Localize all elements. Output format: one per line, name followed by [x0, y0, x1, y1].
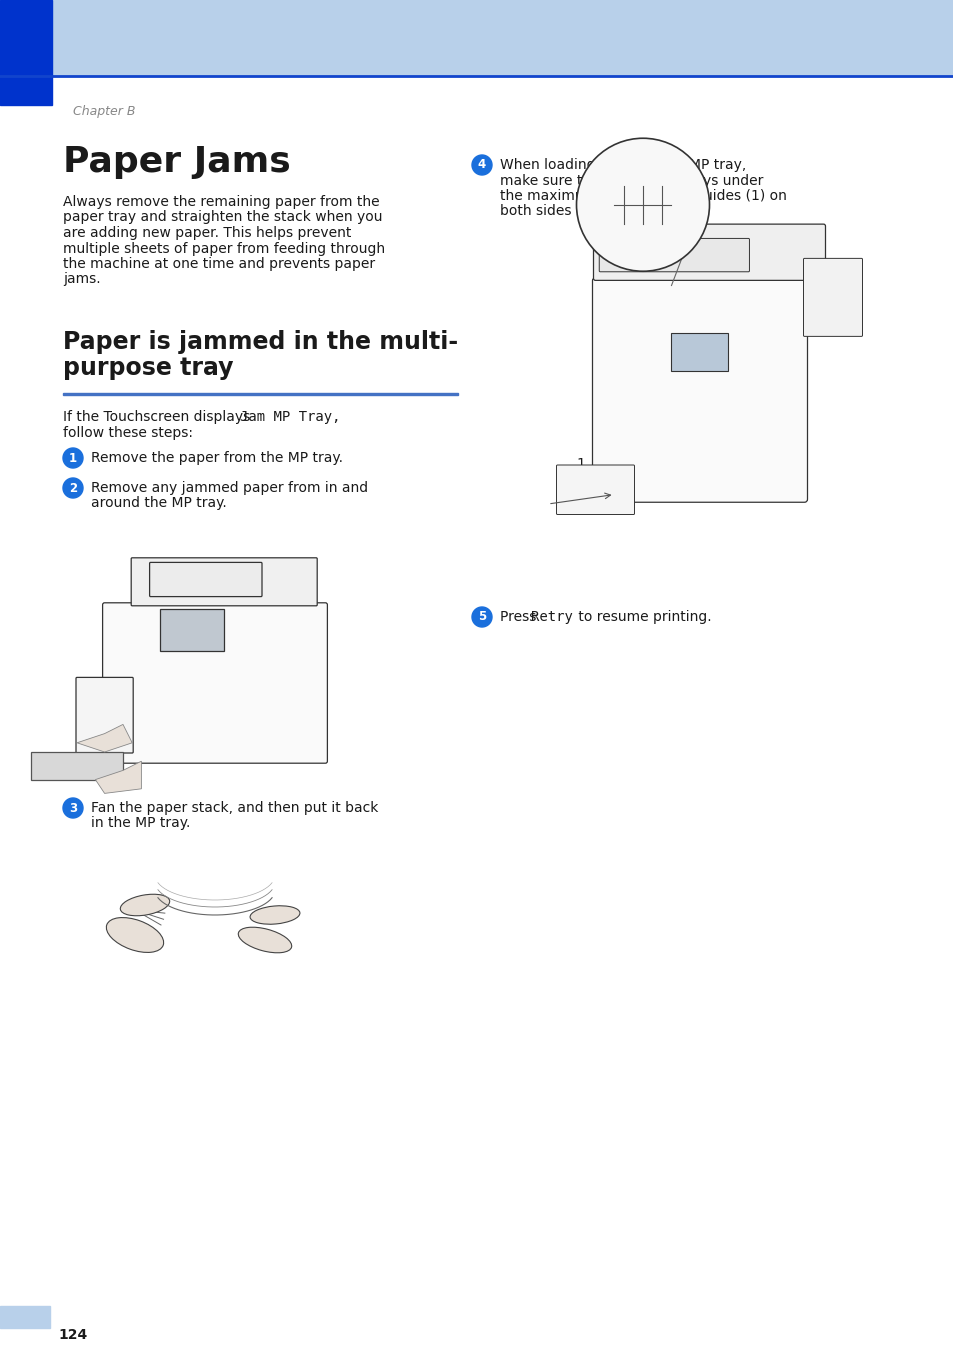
Text: to resume printing.: to resume printing. — [574, 611, 711, 624]
Text: Always remove the remaining paper from the: Always remove the remaining paper from t… — [63, 195, 379, 209]
Ellipse shape — [120, 894, 170, 915]
Text: both sides of the tray.: both sides of the tray. — [499, 205, 651, 218]
FancyBboxPatch shape — [556, 465, 634, 515]
Text: around the MP tray.: around the MP tray. — [91, 496, 227, 511]
Bar — [63, 394, 457, 395]
FancyBboxPatch shape — [592, 278, 806, 503]
Text: Remove the paper from the MP tray.: Remove the paper from the MP tray. — [91, 452, 343, 465]
Text: purpose tray: purpose tray — [63, 356, 233, 380]
FancyBboxPatch shape — [598, 239, 749, 272]
FancyBboxPatch shape — [132, 558, 316, 605]
Bar — [0, 0, 953, 75]
Polygon shape — [95, 762, 141, 794]
Bar — [160, 609, 224, 651]
Text: Press: Press — [499, 611, 540, 624]
Text: the maximum paper height guides (1) on: the maximum paper height guides (1) on — [499, 189, 786, 204]
Circle shape — [472, 155, 492, 175]
Text: 4: 4 — [477, 159, 486, 171]
Bar — [0, 0, 52, 105]
Text: make sure that the paper stays under: make sure that the paper stays under — [499, 174, 762, 187]
Text: in the MP tray.: in the MP tray. — [91, 817, 191, 830]
FancyBboxPatch shape — [593, 224, 824, 280]
Circle shape — [576, 139, 709, 271]
Text: 124: 124 — [58, 1328, 87, 1343]
Bar — [671, 333, 728, 371]
Circle shape — [63, 448, 83, 468]
Text: Chapter B: Chapter B — [73, 105, 135, 119]
Text: 3: 3 — [69, 802, 77, 814]
Text: 1: 1 — [576, 457, 585, 470]
Circle shape — [63, 479, 83, 497]
Text: Jam MP Tray,: Jam MP Tray, — [240, 410, 340, 425]
Ellipse shape — [238, 927, 292, 953]
Text: Fan the paper stack, and then put it back: Fan the paper stack, and then put it bac… — [91, 801, 378, 816]
Ellipse shape — [106, 918, 164, 953]
Text: Paper is jammed in the multi-: Paper is jammed in the multi- — [63, 330, 457, 355]
Circle shape — [472, 607, 492, 627]
Bar — [0, 1306, 50, 1328]
Text: 2: 2 — [69, 481, 77, 495]
Polygon shape — [77, 724, 132, 752]
FancyBboxPatch shape — [76, 678, 133, 754]
Text: 1: 1 — [69, 452, 77, 465]
Text: Remove any jammed paper from in and: Remove any jammed paper from in and — [91, 481, 368, 495]
FancyBboxPatch shape — [103, 603, 327, 763]
Text: follow these steps:: follow these steps: — [63, 426, 193, 439]
Text: Retry: Retry — [531, 611, 572, 624]
Text: When loading paper in the MP tray,: When loading paper in the MP tray, — [499, 158, 745, 173]
Circle shape — [63, 798, 83, 818]
FancyBboxPatch shape — [802, 259, 862, 337]
Text: If the Touchscreen displays: If the Touchscreen displays — [63, 410, 254, 425]
Text: paper tray and straighten the stack when you: paper tray and straighten the stack when… — [63, 210, 382, 225]
Ellipse shape — [250, 906, 299, 925]
Text: multiple sheets of paper from feeding through: multiple sheets of paper from feeding th… — [63, 241, 385, 256]
Text: jams.: jams. — [63, 272, 100, 287]
Text: are adding new paper. This helps prevent: are adding new paper. This helps prevent — [63, 226, 351, 240]
Text: the machine at one time and prevents paper: the machine at one time and prevents pap… — [63, 257, 375, 271]
FancyBboxPatch shape — [150, 562, 262, 597]
Text: 5: 5 — [477, 611, 486, 624]
Text: Paper Jams: Paper Jams — [63, 146, 291, 179]
FancyBboxPatch shape — [30, 752, 123, 779]
